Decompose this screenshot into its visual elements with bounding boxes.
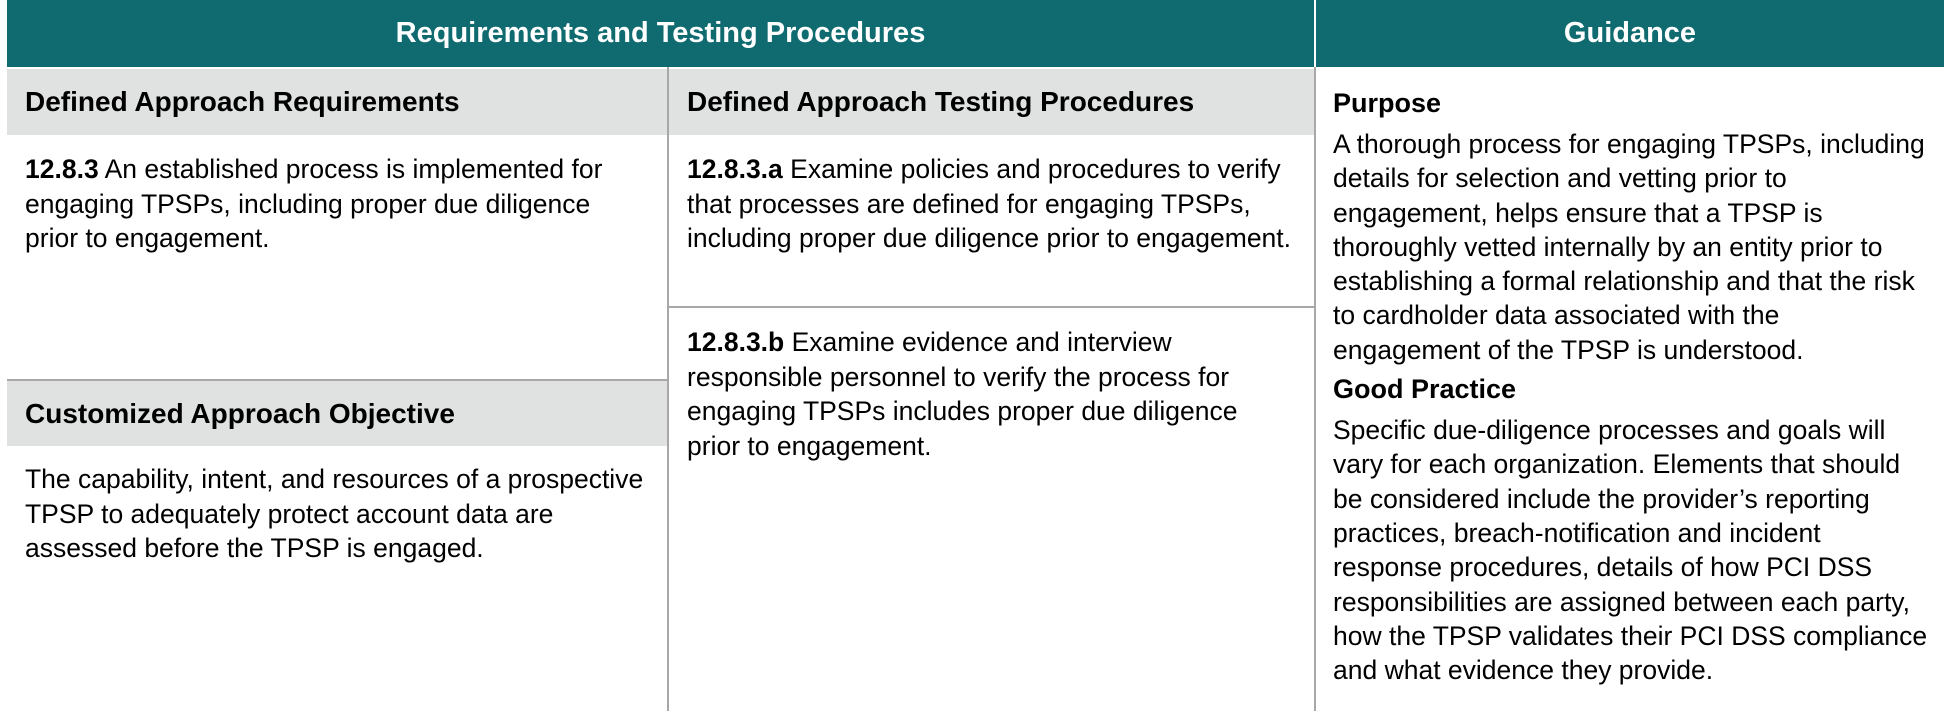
- testing-procedure-a-id: 12.8.3.a: [687, 154, 783, 184]
- customized-approach-objective-text: The capability, intent, and resources of…: [25, 464, 644, 563]
- requirement-description: An established process is implemented fo…: [25, 154, 603, 253]
- testing-procedure-b-text: Examine evidence and interview responsib…: [687, 327, 1238, 461]
- testing-procedure-b: 12.8.3.b Examine evidence and interview …: [669, 325, 1314, 463]
- testing-procedures-divider: [669, 306, 1314, 308]
- testing-procedure-a-text: Examine policies and procedures to verif…: [687, 154, 1292, 253]
- guidance-column: Purpose A thorough process for engaging …: [1316, 86, 1944, 687]
- column-divider-2: [1314, 67, 1316, 711]
- defined-approach-requirements-heading: Defined Approach Requirements: [7, 69, 667, 135]
- good-practice-title: Good Practice: [1333, 374, 1517, 405]
- defined-approach-testing-procedures-heading: Defined Approach Testing Procedures: [669, 69, 1314, 135]
- header-divider: [1314, 0, 1316, 67]
- testing-procedure-b-id: 12.8.3.b: [687, 327, 785, 357]
- requirements-header: Requirements and Testing Procedures: [7, 0, 1314, 67]
- purpose-text: A thorough process for engaging TPSPs, i…: [1333, 129, 1925, 365]
- customized-approach-objective-heading: Customized Approach Objective: [7, 381, 667, 446]
- guidance-header: Guidance: [1316, 0, 1944, 67]
- column-divider-1: [667, 67, 669, 711]
- requirement-text: 12.8.3 An established process is impleme…: [7, 152, 667, 256]
- good-practice-text: Specific due-diligence processes and goa…: [1333, 415, 1928, 686]
- purpose-title: Purpose: [1333, 88, 1442, 118]
- requirements-divider: [7, 379, 667, 381]
- requirement-id: 12.8.3: [25, 154, 99, 184]
- testing-procedure-a: 12.8.3.a Examine policies and procedures…: [669, 152, 1314, 256]
- requirements-header-title: Requirements and Testing Procedures: [395, 17, 926, 49]
- guidance-header-title: Guidance: [1563, 17, 1697, 49]
